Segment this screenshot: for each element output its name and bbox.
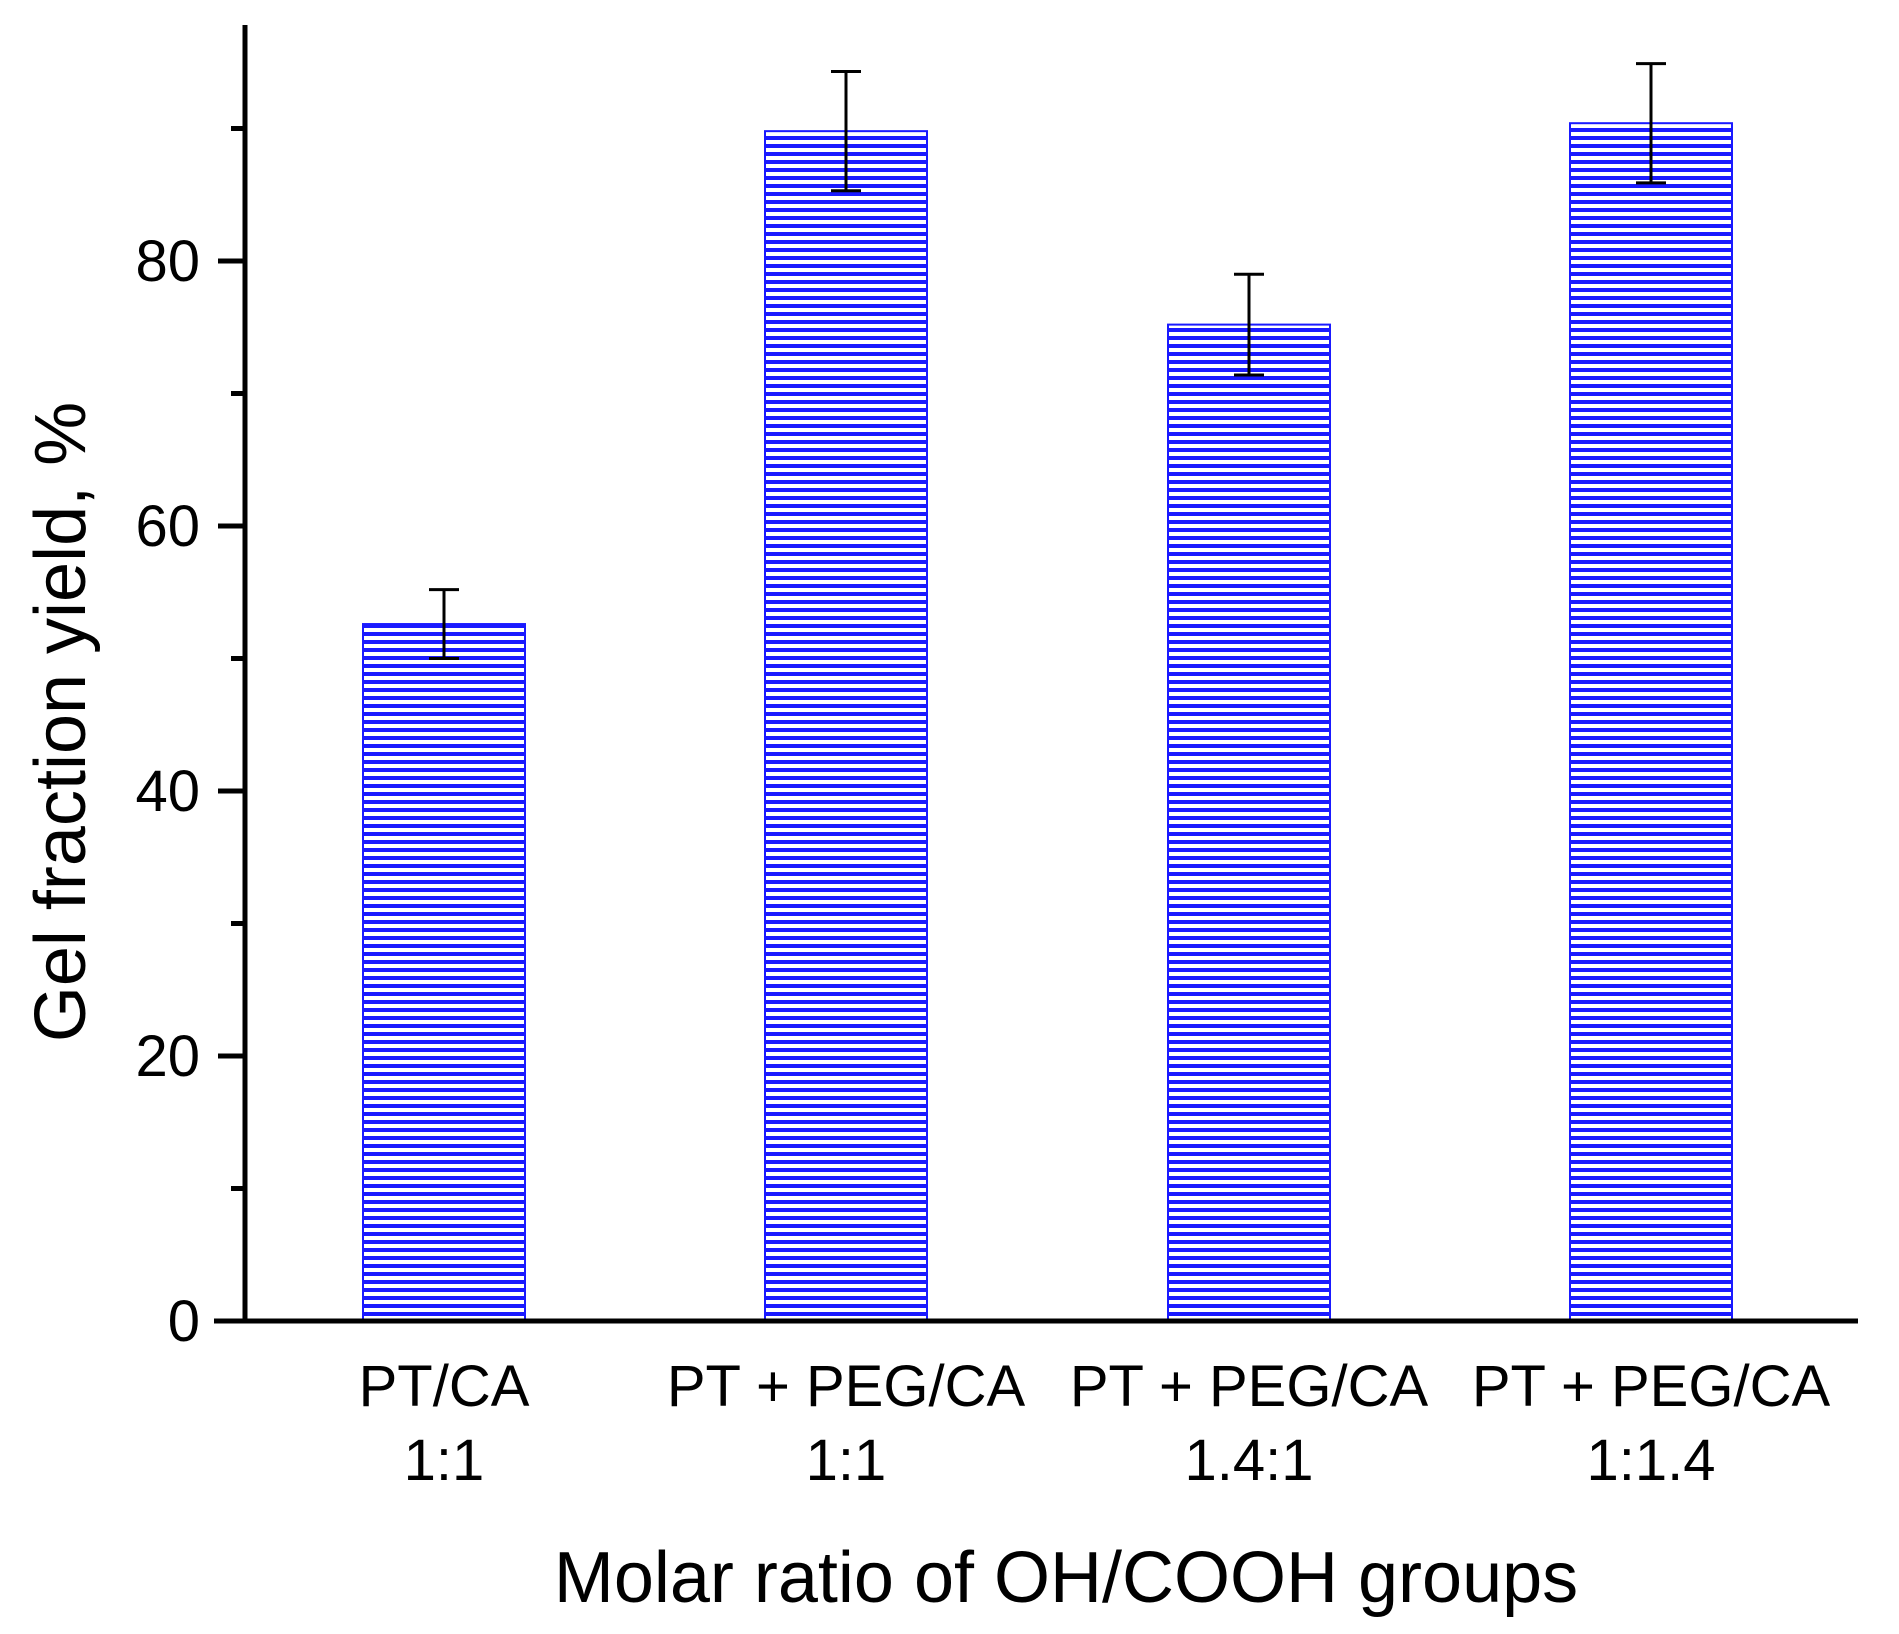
y-tick-label: 40 [135,759,200,824]
x-category-label-line1: PT + PEG/CA [1472,1354,1831,1419]
x-category-label-line1: PT + PEG/CA [1070,1354,1429,1419]
x-category-label-line2: 1:1 [806,1428,887,1493]
error-bar-1 [429,588,459,660]
x-axis-title: Molar ratio of OH/COOH groups [554,1538,1578,1618]
axes [214,25,1858,1324]
error-bar-4 [1636,62,1666,185]
y-tick-label: 80 [135,229,200,294]
x-category-label-line2: 1:1 [404,1428,485,1493]
x-category-label-line1: PT/CA [359,1354,530,1419]
bar-3 [1167,323,1331,1323]
bar-4 [1569,122,1733,1323]
bar-2 [764,130,928,1322]
x-category-label-line2: 1.4:1 [1185,1428,1314,1493]
y-tick-label: 0 [168,1289,200,1354]
x-category-labels: PT/CA 1:1 PT + PEG/CA 1:1 PT + PEG/CA 1.4:1 PT… [359,1354,1831,1493]
y-axis-title: Gel fraction yield, % [21,402,101,1042]
y-ticks: 0 20 40 60 80 [135,126,245,1354]
y-tick-label: 60 [135,494,200,559]
x-category-label-line1: PT + PEG/CA [667,1354,1026,1419]
bars [362,122,1733,1323]
x-category-label-line2: 1:1.4 [1587,1428,1716,1493]
error-bar-3 [1234,272,1264,377]
error-bar-2 [831,70,861,193]
bar-1 [362,623,526,1322]
error-bars [429,62,1666,660]
y-tick-label: 20 [135,1024,200,1089]
